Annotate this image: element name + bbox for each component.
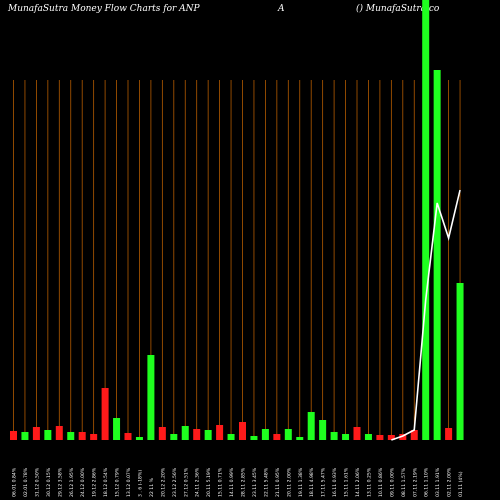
bar bbox=[90, 434, 98, 440]
x-tick-label: 20.11 5.19% bbox=[206, 467, 212, 497]
x-tick-label: 15.12 0.79% bbox=[115, 467, 121, 497]
bar bbox=[456, 283, 464, 440]
bar bbox=[170, 434, 178, 440]
bar bbox=[67, 432, 75, 440]
bar bbox=[319, 420, 327, 440]
x-tick-label: 22.11 5.48% bbox=[263, 467, 269, 497]
bar bbox=[296, 437, 304, 440]
bar bbox=[113, 418, 121, 440]
bar bbox=[135, 437, 143, 440]
x-tick-label: 14.11 2.06% bbox=[355, 467, 361, 497]
bar bbox=[376, 435, 384, 440]
bar bbox=[32, 427, 40, 440]
x-tick-label: 20.12 2.20% bbox=[160, 467, 166, 497]
x-tick-label: 06.01 0.84% bbox=[12, 467, 18, 497]
x-tick-label: 08.11 1.57% bbox=[401, 467, 407, 497]
x-tick-label: 28.11 2.85% bbox=[241, 467, 247, 497]
bar bbox=[181, 426, 189, 440]
x-tick-label: 20.11 2.00% bbox=[286, 467, 292, 497]
bar bbox=[261, 429, 269, 440]
bar bbox=[410, 430, 418, 440]
bar bbox=[10, 431, 17, 440]
bar bbox=[147, 355, 155, 440]
x-tick-labels: 06.01 0.84% 02.01 0.78% 31.12 0.50% 30.12 0… bbox=[12, 467, 465, 497]
x-tick-label: 17.11 5.47% bbox=[321, 467, 327, 497]
bars bbox=[10, 0, 464, 440]
bar bbox=[227, 434, 235, 440]
x-tick-label: 02.11 2.00% bbox=[447, 467, 453, 497]
trend-line-group bbox=[391, 189, 461, 441]
bar bbox=[330, 432, 338, 440]
x-tick-label: 06.11 1.10% bbox=[424, 467, 430, 497]
bar bbox=[158, 427, 166, 440]
bar bbox=[78, 432, 86, 440]
x-tick-label: 02.01 0.78% bbox=[23, 467, 29, 497]
x-tick-label: 19.11 1.38% bbox=[298, 467, 304, 497]
x-tick-label: 15.11 0.71% bbox=[218, 467, 224, 497]
x-tick-label: 07.11 2.19% bbox=[412, 467, 418, 497]
x-tick-label: 13.12 0.07% bbox=[126, 467, 132, 497]
x-tick-label: 13.11 0.25% bbox=[366, 467, 372, 497]
x-tick-label: 09.11 0.00% bbox=[389, 467, 395, 497]
x-tick-label: 24.12 0.00% bbox=[80, 467, 86, 497]
bar bbox=[44, 430, 52, 440]
bar bbox=[204, 430, 212, 440]
x-tick-label: 3 . 6 (-18%) bbox=[137, 470, 143, 497]
x-tick-label: 27.12 0.51% bbox=[183, 467, 189, 497]
bar bbox=[353, 427, 361, 440]
chart-symbol-label: A bbox=[278, 4, 285, 14]
x-tick-label: 23.11 3.45% bbox=[252, 467, 258, 497]
bar bbox=[216, 425, 224, 440]
grid-lines bbox=[13, 80, 461, 440]
x-tick-label: 16.11 0.93% bbox=[332, 467, 338, 497]
bar bbox=[21, 432, 29, 440]
bar bbox=[193, 429, 201, 440]
bar bbox=[364, 434, 372, 440]
chart-title: MunafaSutra Money Flow Charts for ANP bbox=[8, 4, 200, 14]
bar bbox=[307, 412, 315, 440]
x-tick-label: 23.12 2.56% bbox=[172, 467, 178, 497]
x-tick-label: 19.12 2.86% bbox=[92, 467, 98, 497]
x-tick-label: 15.11 1.61% bbox=[344, 467, 350, 497]
bar bbox=[250, 436, 258, 440]
x-tick-label: 22 11 % bbox=[149, 477, 155, 497]
bar bbox=[342, 434, 350, 440]
x-tick-label: 24.11 2.36% bbox=[195, 467, 201, 497]
bar bbox=[273, 434, 281, 440]
site-watermark: () MunafaSutra.co bbox=[356, 4, 440, 14]
bar bbox=[124, 433, 132, 440]
x-tick-label: 31.12 0.50% bbox=[34, 467, 40, 497]
x-tick-label: 10.11 0.86% bbox=[378, 467, 384, 497]
x-tick-label: 21.11 0.95% bbox=[275, 467, 281, 497]
x-tick-label: 18.12 0.54% bbox=[103, 467, 109, 497]
bar bbox=[445, 428, 453, 440]
bar bbox=[387, 435, 395, 440]
x-tick-label: 30.12 0.15% bbox=[46, 467, 52, 497]
bar bbox=[284, 429, 292, 440]
x-tick-label: 18.11 4.98% bbox=[309, 467, 315, 497]
x-tick-label: 03.11 1.91% bbox=[435, 467, 441, 497]
x-tick-label: 14.11 0.99% bbox=[229, 467, 235, 497]
bar bbox=[433, 70, 441, 440]
bar bbox=[399, 434, 407, 440]
x-tick-label: 29.12 3.58% bbox=[57, 467, 63, 497]
bar bbox=[422, 0, 430, 440]
bar bbox=[55, 426, 63, 440]
bar bbox=[239, 422, 246, 440]
x-tick-label: 26.12 1.95% bbox=[69, 467, 75, 497]
x-tick-label: 01.11 (4%) bbox=[458, 471, 464, 497]
trend-line bbox=[391, 189, 461, 441]
bar bbox=[101, 388, 109, 440]
